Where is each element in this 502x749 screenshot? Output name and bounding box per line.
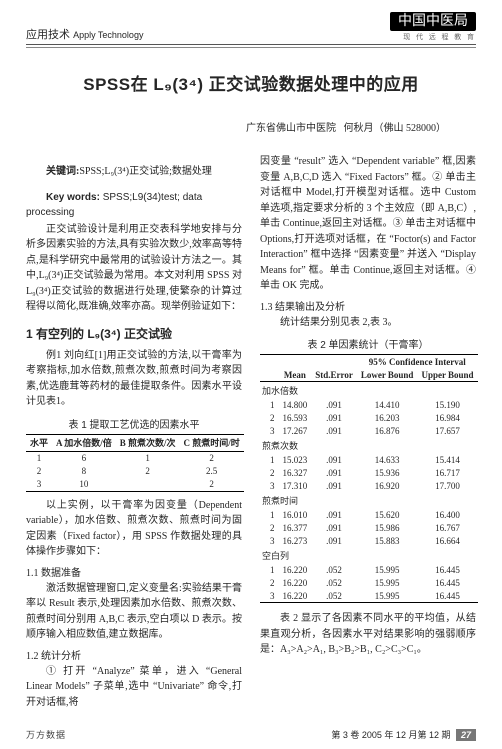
table-row: 115.023.09114.63315.414 [260, 453, 478, 466]
author: 何秋月（佛山 528000） [344, 123, 447, 134]
t1-h3: C 煎煮时间/时 [180, 434, 244, 451]
example-1-paragraph: 例1 刘向红[1]用正交试验的方法,以干膏率为考察指标,加水倍数,煎煮次数,煎煮… [26, 348, 242, 410]
t1-h0: 水平 [26, 434, 52, 451]
section-label: 应用技术 Apply Technology [26, 26, 143, 42]
table2-head2: Mean Std.Error Lower Bound Upper Bound [260, 368, 478, 382]
section-cn: 应用技术 [26, 29, 70, 41]
affiliation: 广东省佛山市中医院 [246, 123, 336, 134]
sec1-p2: 以上实例，以干膏率为因变量（Dependent variable），加水倍数、煎… [26, 498, 242, 560]
t2-ci: 95% Confidence Interval [357, 355, 478, 369]
table-row: 3 10 2 [26, 478, 244, 492]
table-row: 216.327.09115.93616.717 [260, 466, 478, 479]
t1-h2: B 煎煮次数/次 [116, 434, 180, 451]
table-row: 1 6 1 2 [26, 451, 244, 465]
table-row: 114.800.09114.41015.190 [260, 398, 478, 411]
header-rule [26, 47, 476, 48]
logo-sub: 现 代 远 程 教 育 [390, 32, 476, 42]
col2-continuation: 因变量 “result” 选入 “Dependent variable” 框,因… [260, 154, 476, 294]
intro-paragraph: 正交试验设计是利用正交表科学地安排与分析多因素实验的方法,具有实验次数少,效率高… [26, 222, 242, 315]
right-column: 因变量 “result” 选入 “Dependent variable” 框,因… [260, 154, 476, 712]
col2-tail: 表 2 显示了各因素不同水平的平均值，从结果直观分析，各因素水平对结果影响的强弱… [260, 611, 476, 658]
article-title: SPSS在 L₉(3⁴) 正交试验数据处理中的应用 [26, 70, 476, 95]
sec-1-3-head: 1.3 结果输出及分析 [260, 298, 476, 313]
table-row: 216.377.09115.98616.767 [260, 521, 478, 534]
table1: 水平 A 加水倍数/倍 B 煎煮次数/次 C 煎煮时间/时 1 6 1 2 2 [26, 434, 244, 492]
table-row: 116.220.05215.99516.445 [260, 563, 478, 576]
table-row: 317.267.09116.87617.657 [260, 424, 478, 437]
sec-1-1-body: 激活数据管理窗口,定义变量名:实验结果干膏率以 Result 表示,处理因素加水… [26, 581, 242, 643]
sec-1-3-body: 统计结果分别见表 2,表 3。 [260, 315, 476, 331]
page-number: 27 [456, 729, 476, 741]
page-footer: 万方数据 第 3 卷 2005 年 12 月第 12 期 27 [26, 728, 476, 741]
journal-logo: 中国中医局 现 代 远 程 教 育 [390, 12, 476, 42]
wanfang-mark: 万方数据 [26, 728, 66, 741]
table2-group-row: 煎煮时间 [260, 492, 478, 508]
table2-group-row: 煎煮次数 [260, 437, 478, 453]
table1-body: 1 6 1 2 2 8 2 2.5 3 10 [26, 451, 244, 491]
sec-1-2-head: 1.2 统计分析 [26, 647, 242, 662]
sec-1-2-body: ① 打开 “Analyze” 菜单，进入 “General Linear Mod… [26, 664, 242, 711]
page-header: 应用技术 Apply Technology 中国中医局 现 代 远 程 教 育 [26, 12, 476, 45]
kw-en-label: Key words: [46, 192, 100, 203]
table-row: 317.310.09116.92017.700 [260, 479, 478, 492]
table2-body: 加水倍数114.800.09114.41015.190216.593.09116… [260, 382, 478, 603]
keywords-cn: 关键词:SPSS;L₉(3⁴)正交试验;数据处理 [26, 164, 242, 180]
table-row: 2 8 2 2.5 [26, 465, 244, 478]
sec-1-1-head: 1.1 数据准备 [26, 564, 242, 579]
author-line: 广东省佛山市中医院 何秋月（佛山 528000） [26, 119, 446, 134]
left-column: 关键词:SPSS;L₉(3⁴)正交试验;数据处理 Key words: SPSS… [26, 154, 242, 712]
keywords-en: Key words: SPSS;L9(34)test; data process… [26, 190, 242, 221]
table2-group-row: 空白列 [260, 547, 478, 563]
section-en: Apply Technology [73, 30, 143, 40]
table2-group-label: 煎煮次数 [260, 437, 478, 453]
table-row: 316.220.05215.99516.445 [260, 589, 478, 603]
t1-h1: A 加水倍数/倍 [52, 434, 116, 451]
table2-group-row: 加水倍数 [260, 382, 478, 399]
section-1-heading: 1 有空列的 L₉(3⁴) 正交试验 [26, 325, 242, 342]
table2: 95% Confidence Interval Mean Std.Error L… [260, 354, 478, 603]
table-row: 216.220.05215.99516.445 [260, 576, 478, 589]
table-row: 316.273.09115.88316.664 [260, 534, 478, 547]
table-row: 216.593.09116.20316.984 [260, 411, 478, 424]
table2-group-label: 空白列 [260, 547, 478, 563]
logo-text: 中国中医局 [390, 12, 476, 31]
table1-head: 水平 A 加水倍数/倍 B 煎煮次数/次 C 煎煮时间/时 [26, 434, 244, 451]
table2-caption: 表 2 单因素统计（干膏率） [260, 336, 476, 351]
issue-info: 第 3 卷 2005 年 12 月第 12 期 27 [331, 728, 476, 741]
table2-group-label: 加水倍数 [260, 382, 478, 399]
issue-text: 第 3 卷 2005 年 12 月第 12 期 [331, 730, 450, 740]
two-column-body: 关键词:SPSS;L₉(3⁴)正交试验;数据处理 Key words: SPSS… [26, 154, 476, 712]
kw-cn-text: SPSS;L₉(3⁴)正交试验;数据处理 [79, 166, 212, 177]
table2-group-label: 煎煮时间 [260, 492, 478, 508]
kw-cn-label: 关键词: [46, 166, 79, 177]
table1-caption: 表 1 提取工艺优选的因素水平 [26, 416, 242, 431]
table-row: 116.010.09115.62016.400 [260, 508, 478, 521]
table2-head1: 95% Confidence Interval [260, 355, 478, 369]
